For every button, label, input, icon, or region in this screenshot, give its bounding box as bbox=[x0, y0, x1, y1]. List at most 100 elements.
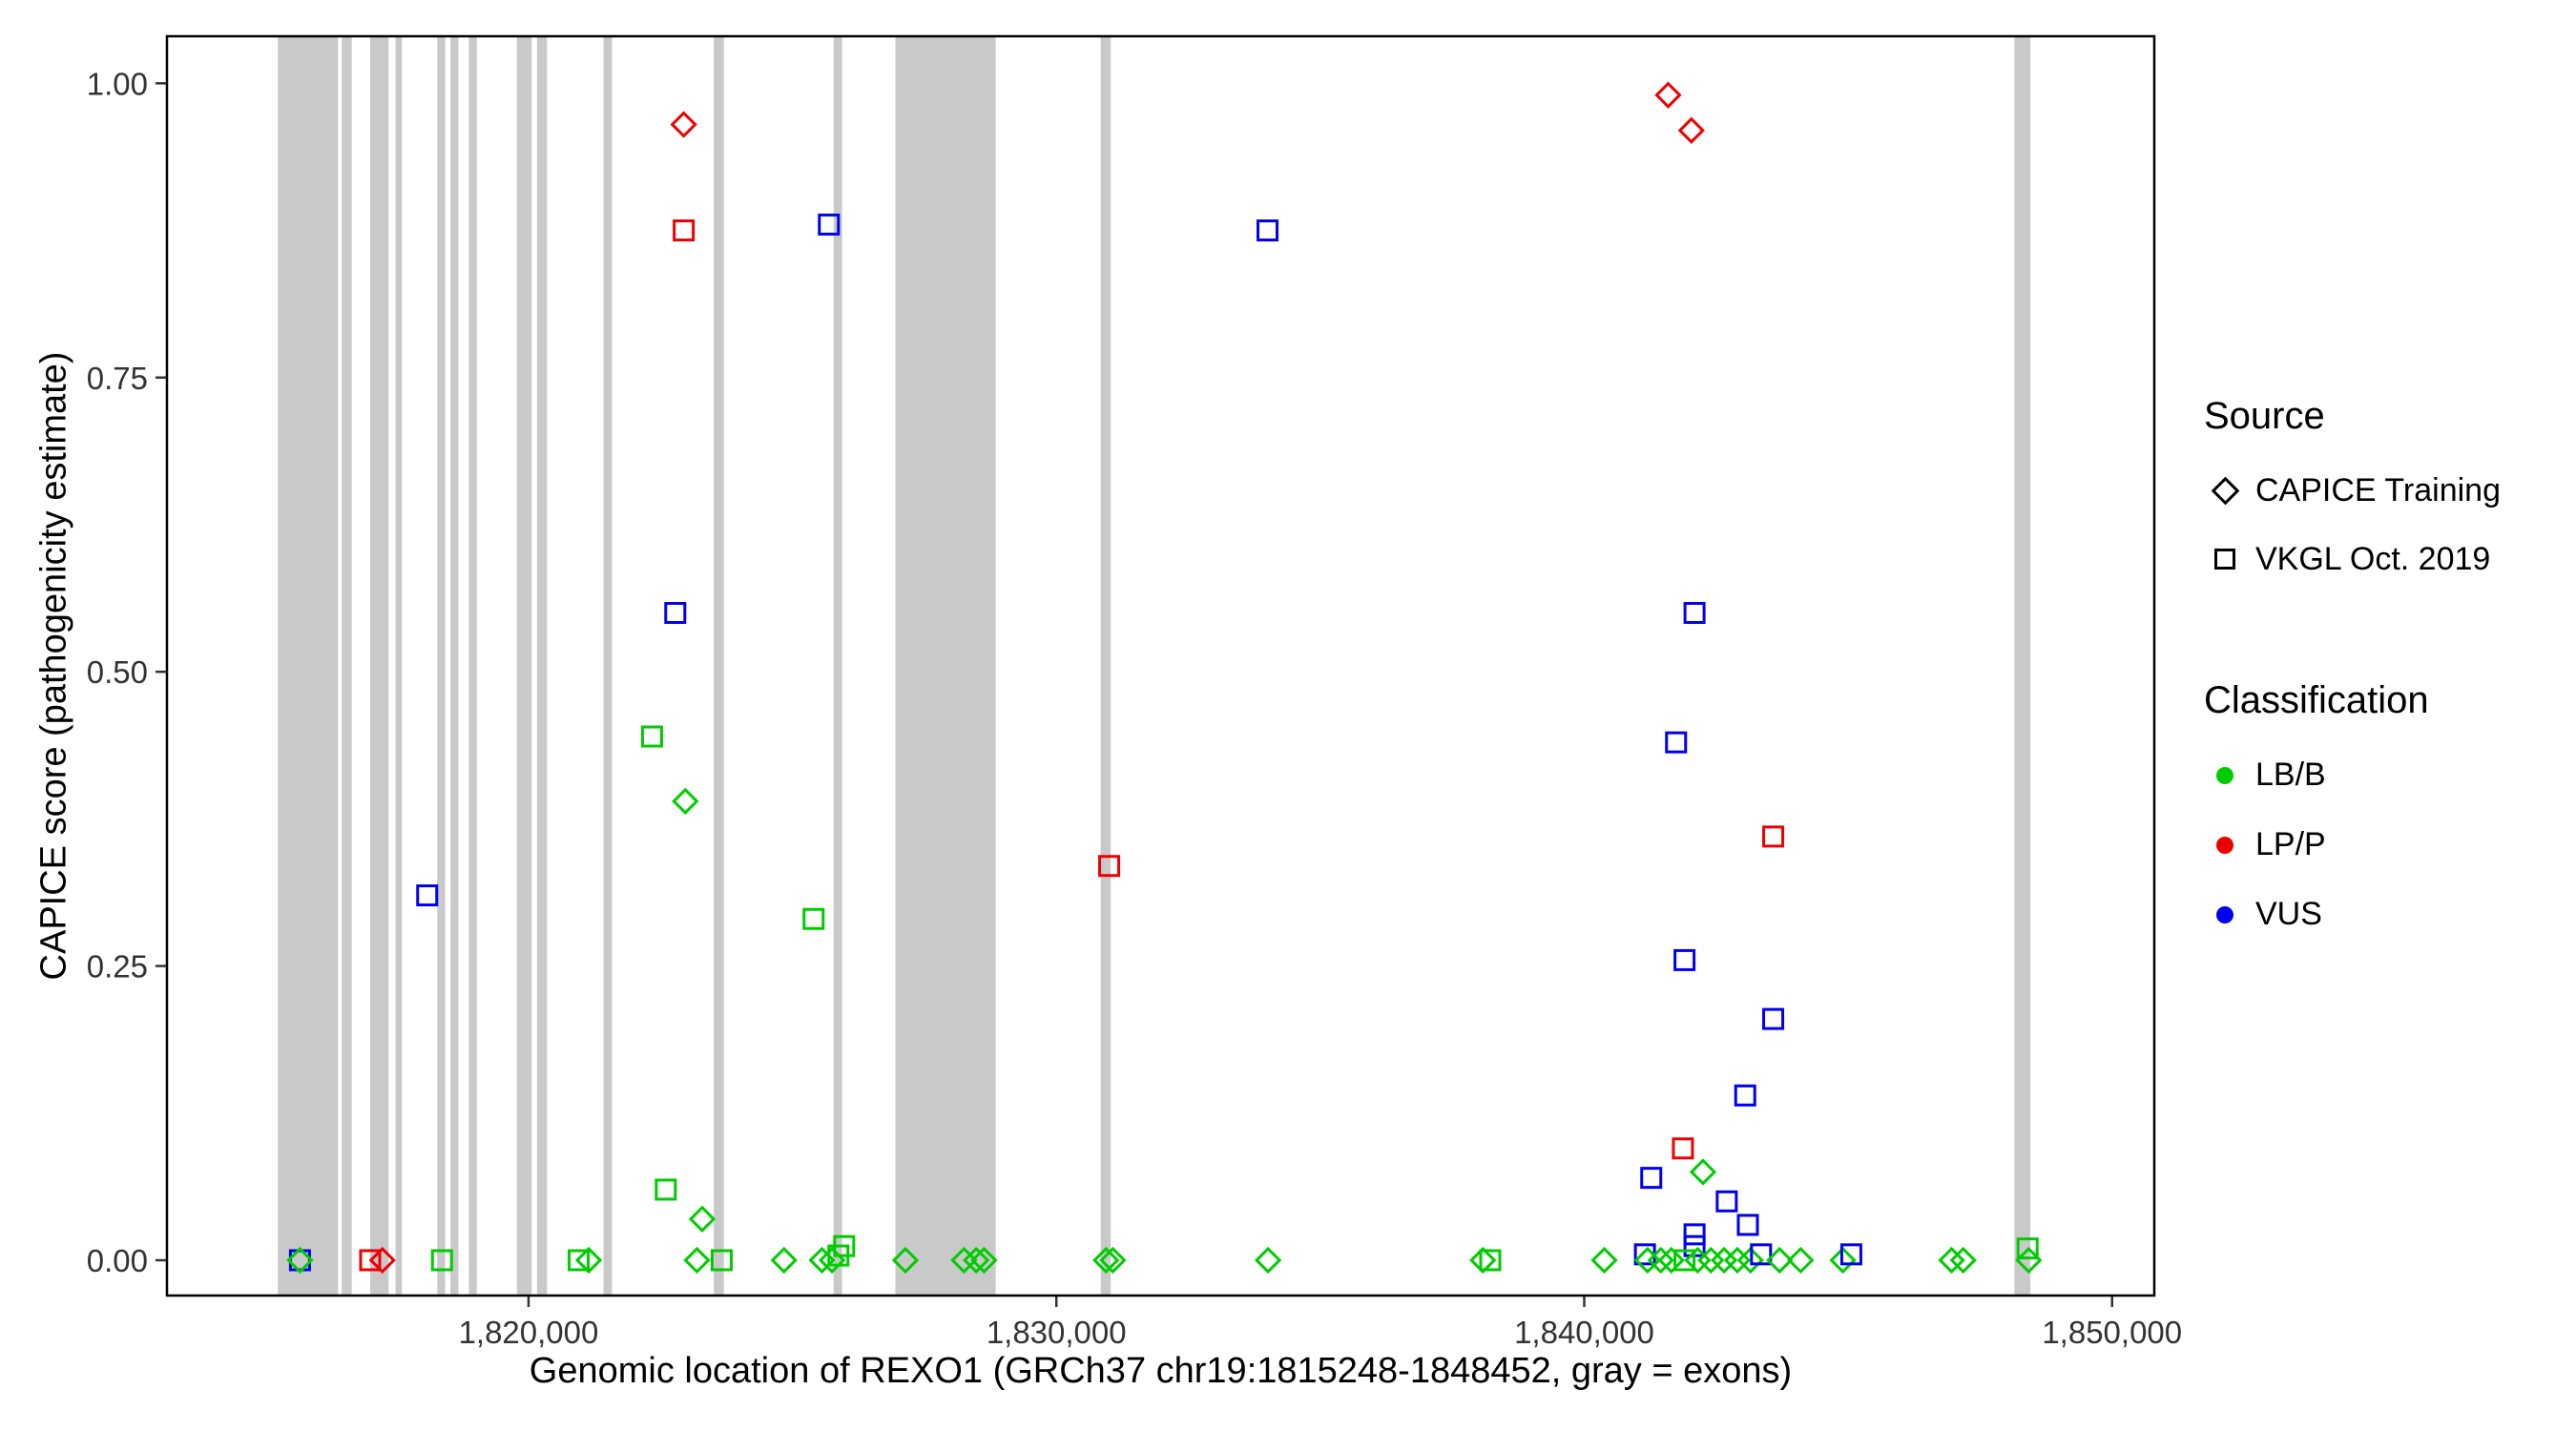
data-point-square bbox=[818, 213, 841, 236]
data-point-diamond bbox=[970, 1246, 998, 1275]
data-point-diamond bbox=[368, 1246, 396, 1275]
exon-bar bbox=[516, 36, 532, 1296]
legend-group-classification: Classification LB/B LP/P VUS bbox=[2204, 677, 2566, 949]
exon-bar bbox=[370, 36, 389, 1296]
data-point-diamond bbox=[1736, 1246, 1764, 1275]
legend-label-vkgl: VKGL Oct. 2019 bbox=[2255, 540, 2491, 577]
data-point-square bbox=[1257, 219, 1279, 242]
x-axis-title: Genomic location of REXO1 (GRCh37 chr19:… bbox=[529, 1351, 1793, 1391]
data-point-diamond bbox=[1766, 1246, 1794, 1275]
y-tick-label: 0.00 bbox=[87, 1243, 148, 1278]
data-point-diamond bbox=[1677, 116, 1705, 144]
data-point-square bbox=[1672, 1137, 1694, 1160]
legend-item-capice-training: CAPICE Training bbox=[2204, 456, 2566, 525]
data-point-diamond bbox=[1949, 1246, 1977, 1275]
data-point-diamond bbox=[1654, 81, 1682, 109]
y-tick-label: 0.50 bbox=[87, 654, 148, 690]
data-point-square bbox=[1098, 855, 1121, 878]
blue-dot-icon bbox=[2216, 905, 2233, 923]
exon-bar bbox=[714, 36, 724, 1296]
exon-bar bbox=[342, 36, 352, 1296]
data-point-diamond bbox=[574, 1246, 603, 1275]
data-point-square bbox=[640, 725, 663, 748]
data-point-diamond bbox=[286, 1246, 314, 1275]
legend-label-vus: VUS bbox=[2255, 896, 2322, 932]
exon-bar bbox=[395, 36, 403, 1296]
data-point-square bbox=[1640, 1167, 1663, 1190]
data-point-square bbox=[1762, 1007, 1785, 1030]
green-dot-icon bbox=[2216, 766, 2233, 784]
y-tick-label: 1.00 bbox=[87, 66, 148, 101]
exon-bar bbox=[895, 36, 996, 1296]
y-axis-title: CAPICE score (pathogenicity estimate) bbox=[33, 351, 74, 981]
data-point-square bbox=[416, 884, 439, 907]
data-point-square bbox=[359, 1249, 382, 1272]
data-point-diamond bbox=[2015, 1246, 2043, 1275]
data-point-square bbox=[568, 1249, 591, 1272]
data-point-square bbox=[710, 1249, 733, 1272]
data-point-square bbox=[1736, 1213, 1759, 1236]
exon-bar bbox=[468, 36, 477, 1296]
x-tick-label: 1,840,000 bbox=[1514, 1315, 1654, 1350]
data-point-square bbox=[1673, 948, 1696, 971]
x-tick-label: 1,850,000 bbox=[2042, 1315, 2182, 1350]
legend-label-lbb: LB/B bbox=[2255, 757, 2326, 793]
data-point-square bbox=[1683, 601, 1706, 624]
y-tick-label: 0.25 bbox=[87, 949, 148, 985]
exon-bar bbox=[1100, 36, 1111, 1296]
data-point-diamond bbox=[688, 1205, 717, 1233]
legend-label-lpp: LP/P bbox=[2255, 826, 2326, 862]
legend-item-vus: VUS bbox=[2204, 880, 2566, 949]
legend-item-vkgl: VKGL Oct. 2019 bbox=[2204, 525, 2566, 593]
data-point-diamond bbox=[1829, 1246, 1857, 1275]
x-tick-label: 1,830,000 bbox=[987, 1315, 1127, 1350]
data-point-square bbox=[802, 907, 825, 930]
data-point-square bbox=[664, 601, 687, 624]
data-point-diamond bbox=[818, 1246, 846, 1275]
data-point-square bbox=[1715, 1190, 1738, 1213]
legend-key bbox=[2204, 476, 2246, 505]
data-point-diamond bbox=[891, 1246, 920, 1275]
exon-bar bbox=[603, 36, 613, 1296]
exon-bar bbox=[833, 36, 842, 1296]
exon-bar bbox=[437, 36, 446, 1296]
data-point-square bbox=[1762, 825, 1785, 848]
legend-label-capice-training: CAPICE Training bbox=[2255, 471, 2501, 508]
exon-bar bbox=[536, 36, 548, 1296]
diamond-icon bbox=[2211, 476, 2239, 505]
red-dot-icon bbox=[2216, 836, 2233, 854]
data-point-square bbox=[1673, 1249, 1696, 1272]
data-point-square bbox=[1750, 1243, 1773, 1266]
data-point-square bbox=[1665, 731, 1688, 754]
data-point-diamond bbox=[672, 787, 699, 816]
data-point-square bbox=[673, 219, 696, 242]
y-tick-label: 0.75 bbox=[87, 361, 148, 396]
panel-background bbox=[167, 36, 2154, 1296]
data-point-diamond bbox=[683, 1246, 711, 1275]
data-point-diamond bbox=[1254, 1246, 1282, 1275]
legend-key bbox=[2204, 905, 2246, 923]
square-icon bbox=[2214, 549, 2235, 570]
data-point-square bbox=[1734, 1084, 1756, 1107]
legend-group-source: Source CAPICE Training VKGL Oct. 2019 bbox=[2204, 393, 2566, 593]
data-point-square bbox=[430, 1249, 453, 1272]
legend: Source CAPICE Training VKGL Oct. 2019 Cl… bbox=[2204, 393, 2566, 949]
legend-key bbox=[2204, 549, 2246, 570]
legend-item-lbb: LB/B bbox=[2204, 740, 2566, 810]
data-point-diamond bbox=[1590, 1246, 1618, 1275]
exon-bar bbox=[450, 36, 459, 1296]
data-point-square bbox=[2016, 1237, 2039, 1260]
legend-key bbox=[2204, 836, 2246, 854]
data-point-diamond bbox=[1787, 1246, 1815, 1275]
data-point-square bbox=[1479, 1249, 1502, 1272]
data-point-diamond bbox=[962, 1246, 990, 1275]
data-point-diamond bbox=[1469, 1246, 1497, 1275]
legend-title-classification: Classification bbox=[2204, 679, 2429, 721]
data-point-square bbox=[654, 1178, 677, 1201]
exon-bar bbox=[2014, 36, 2031, 1296]
exon-bar bbox=[278, 36, 339, 1296]
legend-item-lpp: LP/P bbox=[2204, 810, 2566, 880]
data-point-diamond bbox=[770, 1246, 798, 1275]
